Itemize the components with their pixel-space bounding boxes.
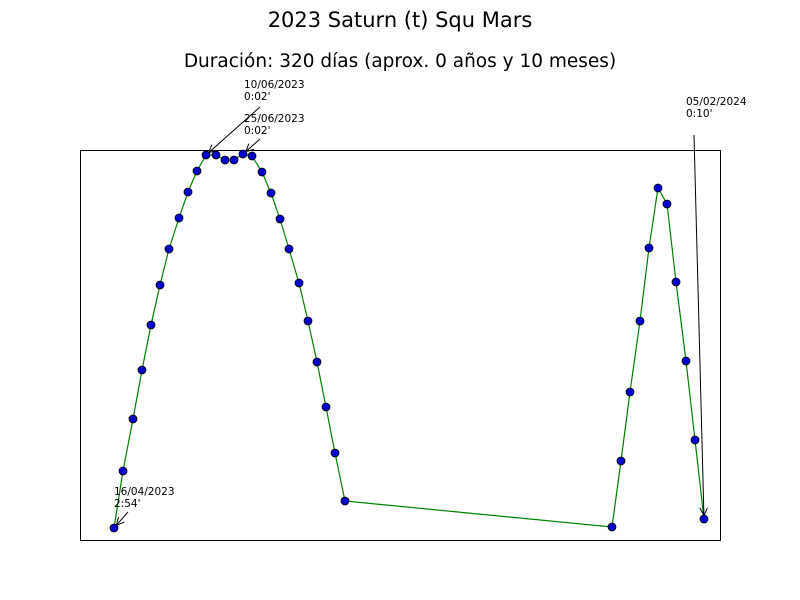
- annotation-label-1: 10/06/2023 0:02': [244, 79, 305, 103]
- data-point-13: [229, 155, 239, 165]
- data-point-14: [238, 149, 248, 159]
- data-point-16: [257, 167, 267, 177]
- data-point-34: [681, 356, 691, 366]
- annotation-value-3: 0:10': [686, 108, 712, 120]
- data-point-10: [201, 150, 211, 160]
- data-point-29: [635, 316, 645, 326]
- data-point-1: [118, 466, 128, 476]
- data-point-17: [266, 188, 276, 198]
- data-point-23: [321, 402, 331, 412]
- marker-layer: [109, 149, 709, 533]
- annotation-value-0: 2:54': [114, 498, 140, 510]
- annotation-arrow-1: [209, 106, 261, 152]
- data-point-30: [644, 243, 654, 253]
- data-point-32: [662, 199, 672, 209]
- data-point-8: [183, 187, 193, 197]
- annotation-value-2: 0:02': [244, 125, 270, 137]
- data-point-36: [699, 514, 709, 524]
- data-point-6: [164, 244, 174, 254]
- data-point-22: [312, 357, 322, 367]
- data-point-35: [690, 435, 700, 445]
- data-point-18: [275, 214, 285, 224]
- data-point-24: [330, 448, 340, 458]
- annotation-date-3: 05/02/2024: [686, 96, 747, 108]
- data-point-2: [128, 414, 138, 424]
- annotation-label-0: 16/04/2023 2:54': [114, 486, 175, 510]
- data-point-27: [616, 456, 626, 466]
- data-point-25: [340, 496, 350, 506]
- data-point-33: [671, 277, 681, 287]
- plot-frame: [80, 150, 721, 541]
- data-point-19: [284, 244, 294, 254]
- annotation-arrow-3: [693, 134, 704, 515]
- annotation-date-0: 16/04/2023: [114, 486, 175, 498]
- data-point-21: [303, 316, 313, 326]
- annotation-label-2: 25/06/2023 0:02': [244, 113, 305, 137]
- data-point-15: [247, 151, 257, 161]
- annotation-date-2: 25/06/2023: [244, 113, 305, 125]
- annotation-date-1: 10/06/2023: [244, 79, 305, 91]
- annotation-arrow-0: [117, 511, 129, 525]
- data-point-5: [155, 280, 165, 290]
- data-point-0: [109, 523, 119, 533]
- data-point-9: [192, 166, 202, 176]
- data-point-20: [294, 278, 304, 288]
- data-point-31: [653, 183, 663, 193]
- data-point-11: [211, 150, 221, 160]
- annotation-arrow-2: [246, 138, 261, 151]
- data-point-7: [174, 213, 184, 223]
- data-point-3: [137, 365, 147, 375]
- annotation-layer: 16/04/2023 2:54'10/06/2023 0:02'25/06/2023…: [114, 79, 747, 525]
- data-point-12: [220, 155, 230, 165]
- data-point-26: [607, 522, 617, 532]
- chart-title: 2023 Saturn (t) Squ Mars: [267, 8, 533, 32]
- data-point-28: [625, 387, 635, 397]
- chart-subtitle: Duración: 320 días (aprox. 0 años y 10 m…: [183, 51, 617, 72]
- annotation-value-1: 0:02': [244, 91, 270, 103]
- data-point-4: [146, 320, 156, 330]
- annotation-label-3: 05/02/2024 0:10': [686, 96, 747, 120]
